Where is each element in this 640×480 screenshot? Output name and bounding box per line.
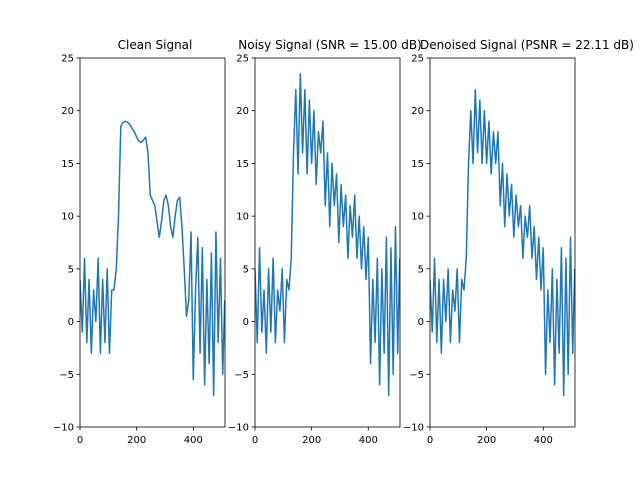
x-tick-label: 0 [427,435,433,446]
y-tick-label: 20 [236,106,249,117]
y-tick-label: 15 [411,159,424,170]
y-tick-label: −10 [403,423,424,434]
x-tick-label: 400 [534,435,553,446]
y-tick-label: 5 [418,264,424,275]
y-tick-label: 25 [236,54,249,65]
y-tick-label: −5 [234,370,249,381]
y-tick-label: 15 [61,159,74,170]
x-tick-label: 0 [77,435,83,446]
y-tick-label: 25 [411,54,424,65]
y-tick-label: 0 [418,317,424,328]
y-tick-label: 10 [61,212,74,223]
subplot-3: −10 −5 0 5 10 15 20 25 0 200 400 [403,54,576,446]
y-tick-label: −10 [53,423,74,434]
y-tick-label: 20 [61,106,74,117]
y-tick-label: 0 [68,317,74,328]
x-tick-label: 200 [302,435,321,446]
y-tick-label: 5 [68,264,74,275]
y-tick-label: 5 [243,264,249,275]
series-line-1 [255,73,400,397]
y-tick-label: 25 [61,54,74,65]
x-tick-label: 400 [184,435,203,446]
series-line-1 [80,120,225,397]
y-tick-label: 10 [236,212,249,223]
y-tick-label: −5 [59,370,74,381]
subplot-title-1: Clean Signal [118,38,193,52]
axes-frame [79,57,226,428]
axes-frame [254,57,401,428]
x-tick-label: 200 [477,435,496,446]
subplot-1: −10 −5 0 5 10 15 20 25 0 200 400 [53,54,226,446]
y-tick-label: −10 [228,423,249,434]
x-tick-label: 400 [359,435,378,446]
x-tick-label: 200 [127,435,146,446]
subplot-title-3: Denoised Signal (PSNR = 22.11 dB) [420,38,634,52]
y-tick-label: 15 [236,159,249,170]
series-line-1 [430,88,575,397]
subplot-title-2: Noisy Signal (SNR = 15.00 dB) [238,38,422,52]
y-tick-label: −5 [409,370,424,381]
y-tick-label: 0 [243,317,249,328]
axes-frame [429,57,576,428]
y-tick-label: 10 [411,212,424,223]
subplot-2: −10 −5 0 5 10 15 20 25 0 200 400 [228,54,401,446]
x-tick-label: 0 [252,435,258,446]
y-tick-label: 20 [411,106,424,117]
